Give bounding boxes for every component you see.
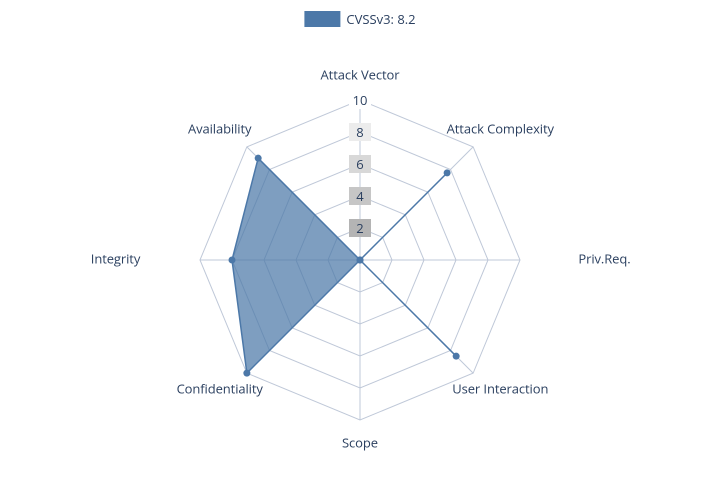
- radar-chart: Attack Vector Attack Complexity Priv.Req. U…: [0, 0, 720, 504]
- legend: CVSSv3: 8.2: [304, 10, 415, 28]
- axis-label: Availability: [188, 119, 252, 137]
- series-marker: [255, 155, 262, 162]
- axis-label: Attack Vector: [321, 65, 401, 83]
- legend-swatch: [304, 11, 340, 27]
- tick-label: 2: [356, 219, 363, 237]
- legend-label: CVSSv3: 8.2: [346, 10, 415, 28]
- series-marker: [357, 257, 364, 264]
- axis-label: Integrity: [91, 249, 141, 267]
- series-marker: [243, 370, 250, 377]
- tick-label: 10: [353, 91, 368, 109]
- series-marker: [444, 169, 451, 176]
- series-marker: [229, 257, 236, 264]
- axis-label: Priv.Req.: [578, 249, 630, 267]
- axis-label: User Interaction: [452, 380, 548, 398]
- series-marker: [453, 353, 460, 360]
- tick-label: 8: [356, 123, 363, 141]
- axis-label: Confidentiality: [177, 380, 264, 398]
- tick-label: 4: [356, 187, 364, 205]
- tick-label: 6: [356, 155, 363, 173]
- axis-label: Scope: [342, 433, 378, 451]
- axis-label: Attack Complexity: [447, 119, 555, 137]
